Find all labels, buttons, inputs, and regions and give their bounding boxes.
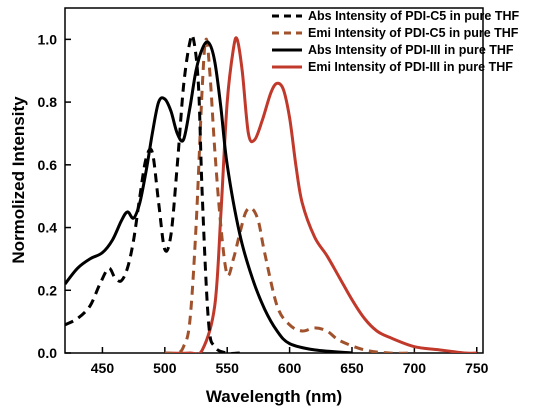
series-layer xyxy=(65,33,477,353)
y-tick-label: 0.4 xyxy=(38,220,58,236)
x-tick-label: 500 xyxy=(153,360,177,376)
y-axis-title: Normolized Intensity xyxy=(9,96,28,264)
y-tick-label: 0.0 xyxy=(38,345,58,361)
x-tick-label: 450 xyxy=(91,360,115,376)
x-tick-label: 550 xyxy=(216,360,240,376)
x-tick-label: 700 xyxy=(403,360,427,376)
legend-label: Emi Intensity of PDI-C5 in pure THF xyxy=(308,26,519,40)
legend-label: Abs Intensity of PDI-C5 in pure THF xyxy=(308,9,519,23)
series-line-1 xyxy=(164,37,415,353)
y-tick-label: 0.6 xyxy=(38,157,58,173)
y-tick-label: 1.0 xyxy=(38,31,58,47)
legend: Abs Intensity of PDI-C5 in pure THF Emi I… xyxy=(272,9,519,74)
legend-label: Abs Intensity of PDI-III in pure THF xyxy=(308,43,514,57)
x-tick-label: 650 xyxy=(340,360,364,376)
series-line-2 xyxy=(65,40,353,353)
x-axis: 450 500 550 600 650 700 750 xyxy=(91,347,489,376)
y-tick-label: 0.2 xyxy=(38,282,58,298)
x-tick-label: 600 xyxy=(278,360,302,376)
legend-label: Emi Intensity of PDI-III in pure THF xyxy=(308,60,513,74)
series-line-0 xyxy=(65,33,240,353)
series-line-3 xyxy=(164,36,477,353)
x-tick-label: 750 xyxy=(465,360,489,376)
y-axis: 0.0 0.2 0.4 0.6 0.8 1.0 xyxy=(38,31,71,361)
x-axis-title: Wavelength (nm) xyxy=(206,387,342,406)
plot-frame xyxy=(64,7,484,354)
y-tick-label: 0.8 xyxy=(38,94,58,110)
